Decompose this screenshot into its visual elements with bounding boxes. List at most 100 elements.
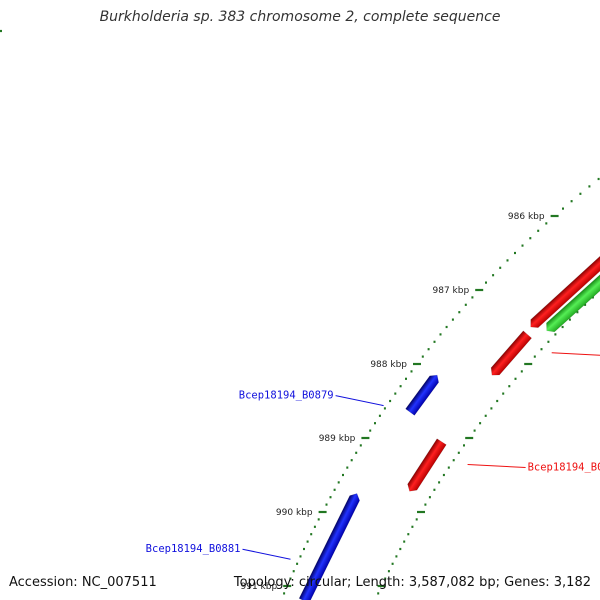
tick-label: 990 kbp xyxy=(276,508,313,518)
right-minor-tick xyxy=(384,577,387,580)
left-major-tick xyxy=(283,584,292,588)
left-major-tick xyxy=(361,436,370,440)
right-minor-tick xyxy=(473,429,476,432)
right-major-tick xyxy=(524,362,533,366)
tick-label: 991 kbp xyxy=(241,582,278,592)
left-minor-tick xyxy=(499,266,502,269)
right-minor-tick xyxy=(442,473,445,477)
right-minor-tick xyxy=(576,311,579,314)
gene-arrow xyxy=(490,330,533,376)
left-minor-tick xyxy=(317,518,320,521)
right-minor-tick xyxy=(428,496,431,499)
left-minor-tick xyxy=(464,303,467,306)
left-minor-tick xyxy=(458,311,461,314)
genome-summary-text: Topology: circular; Length: 3,587,082 bp… xyxy=(233,575,591,590)
right-minor-tick xyxy=(568,318,571,321)
right-minor-tick xyxy=(490,407,493,410)
left-major-tick xyxy=(318,510,327,514)
right-minor-tick xyxy=(387,570,390,573)
left-minor-tick xyxy=(529,237,532,240)
left-minor-tick xyxy=(299,555,302,558)
right-minor-tick xyxy=(561,325,564,329)
right-minor-tick xyxy=(584,303,587,306)
gene-leader-line xyxy=(467,464,526,468)
gene-feature-8[interactable] xyxy=(298,491,362,600)
left-major-tick xyxy=(550,214,559,218)
gene-leader-line xyxy=(335,395,384,407)
left-minor-tick xyxy=(378,414,381,417)
gene-leader-line xyxy=(242,548,291,560)
left-minor-tick xyxy=(485,281,487,284)
left-minor-tick xyxy=(283,592,286,595)
right-minor-tick xyxy=(447,466,450,469)
left-minor-tick xyxy=(306,540,309,543)
gene-arrow xyxy=(530,218,600,328)
tick-label: 989 kbp xyxy=(319,434,356,444)
left-minor-tick xyxy=(389,399,392,403)
left-minor-tick xyxy=(289,577,292,580)
gene-arrow xyxy=(546,225,600,333)
gene-arrow xyxy=(405,374,439,416)
left-minor-tick xyxy=(342,473,344,477)
accession-text: Accession: NC_007511 xyxy=(9,575,157,590)
gene-feature-3[interactable] xyxy=(527,218,600,331)
left-major-tick xyxy=(475,288,484,292)
left-minor-tick xyxy=(427,348,430,351)
right-minor-tick xyxy=(547,340,550,343)
left-minor-tick xyxy=(492,274,495,277)
right-minor-tick xyxy=(508,385,511,388)
left-minor-tick xyxy=(399,385,402,388)
left-minor-tick xyxy=(439,333,442,336)
left-minor-tick xyxy=(333,488,336,491)
right-minor-tick xyxy=(403,540,406,543)
right-minor-tick xyxy=(391,562,394,565)
left-minor-tick xyxy=(570,200,573,203)
gene-label[interactable]: Bcep18194_B0879 xyxy=(239,390,334,402)
tick-label: 988 kbp xyxy=(370,360,407,370)
gene-feature-7[interactable] xyxy=(405,438,447,495)
gene-feature-4[interactable] xyxy=(543,225,600,335)
right-minor-tick xyxy=(377,592,380,595)
right-minor-tick xyxy=(433,488,436,491)
gene-feature-5[interactable] xyxy=(488,330,533,379)
right-minor-tick xyxy=(540,348,543,351)
gene-arrow xyxy=(298,493,360,600)
left-minor-tick xyxy=(405,377,407,380)
right-minor-tick xyxy=(424,503,427,506)
right-minor-tick xyxy=(591,296,594,299)
left-major-tick xyxy=(413,362,421,366)
right-minor-tick xyxy=(533,355,536,358)
left-minor-tick xyxy=(445,325,448,329)
right-minor-tick xyxy=(415,518,418,521)
left-minor-tick xyxy=(350,459,353,462)
left-minor-tick xyxy=(355,451,358,454)
left-minor-tick xyxy=(521,244,524,247)
left-minor-tick xyxy=(310,533,313,536)
left-minor-tick xyxy=(451,318,454,321)
right-minor-tick xyxy=(399,547,402,551)
left-minor-tick xyxy=(588,185,591,188)
left-minor-tick xyxy=(433,340,436,343)
gene-feature-6[interactable] xyxy=(405,372,442,416)
right-minor-tick xyxy=(438,481,441,484)
map-title: Burkholderia sp. 383 chromosome 2, compl… xyxy=(99,9,501,25)
left-minor-tick xyxy=(313,525,316,528)
left-minor-tick xyxy=(506,259,509,262)
gene-label[interactable]: Bcep18194_B0880 xyxy=(528,462,600,474)
left-minor-tick xyxy=(329,496,332,499)
right-minor-tick xyxy=(407,533,410,536)
left-minor-tick xyxy=(346,466,349,469)
right-minor-tick xyxy=(514,377,517,380)
left-minor-tick xyxy=(369,429,372,432)
right-major-tick xyxy=(377,584,386,588)
left-minor-tick xyxy=(545,222,548,225)
left-minor-tick xyxy=(562,207,564,210)
gene-label[interactable]: Bcep18194_B0881 xyxy=(146,543,241,555)
left-minor-tick xyxy=(383,407,386,410)
right-minor-tick xyxy=(0,29,2,33)
left-minor-tick xyxy=(374,422,376,425)
left-minor-tick xyxy=(597,177,600,181)
left-minor-tick xyxy=(410,370,413,373)
